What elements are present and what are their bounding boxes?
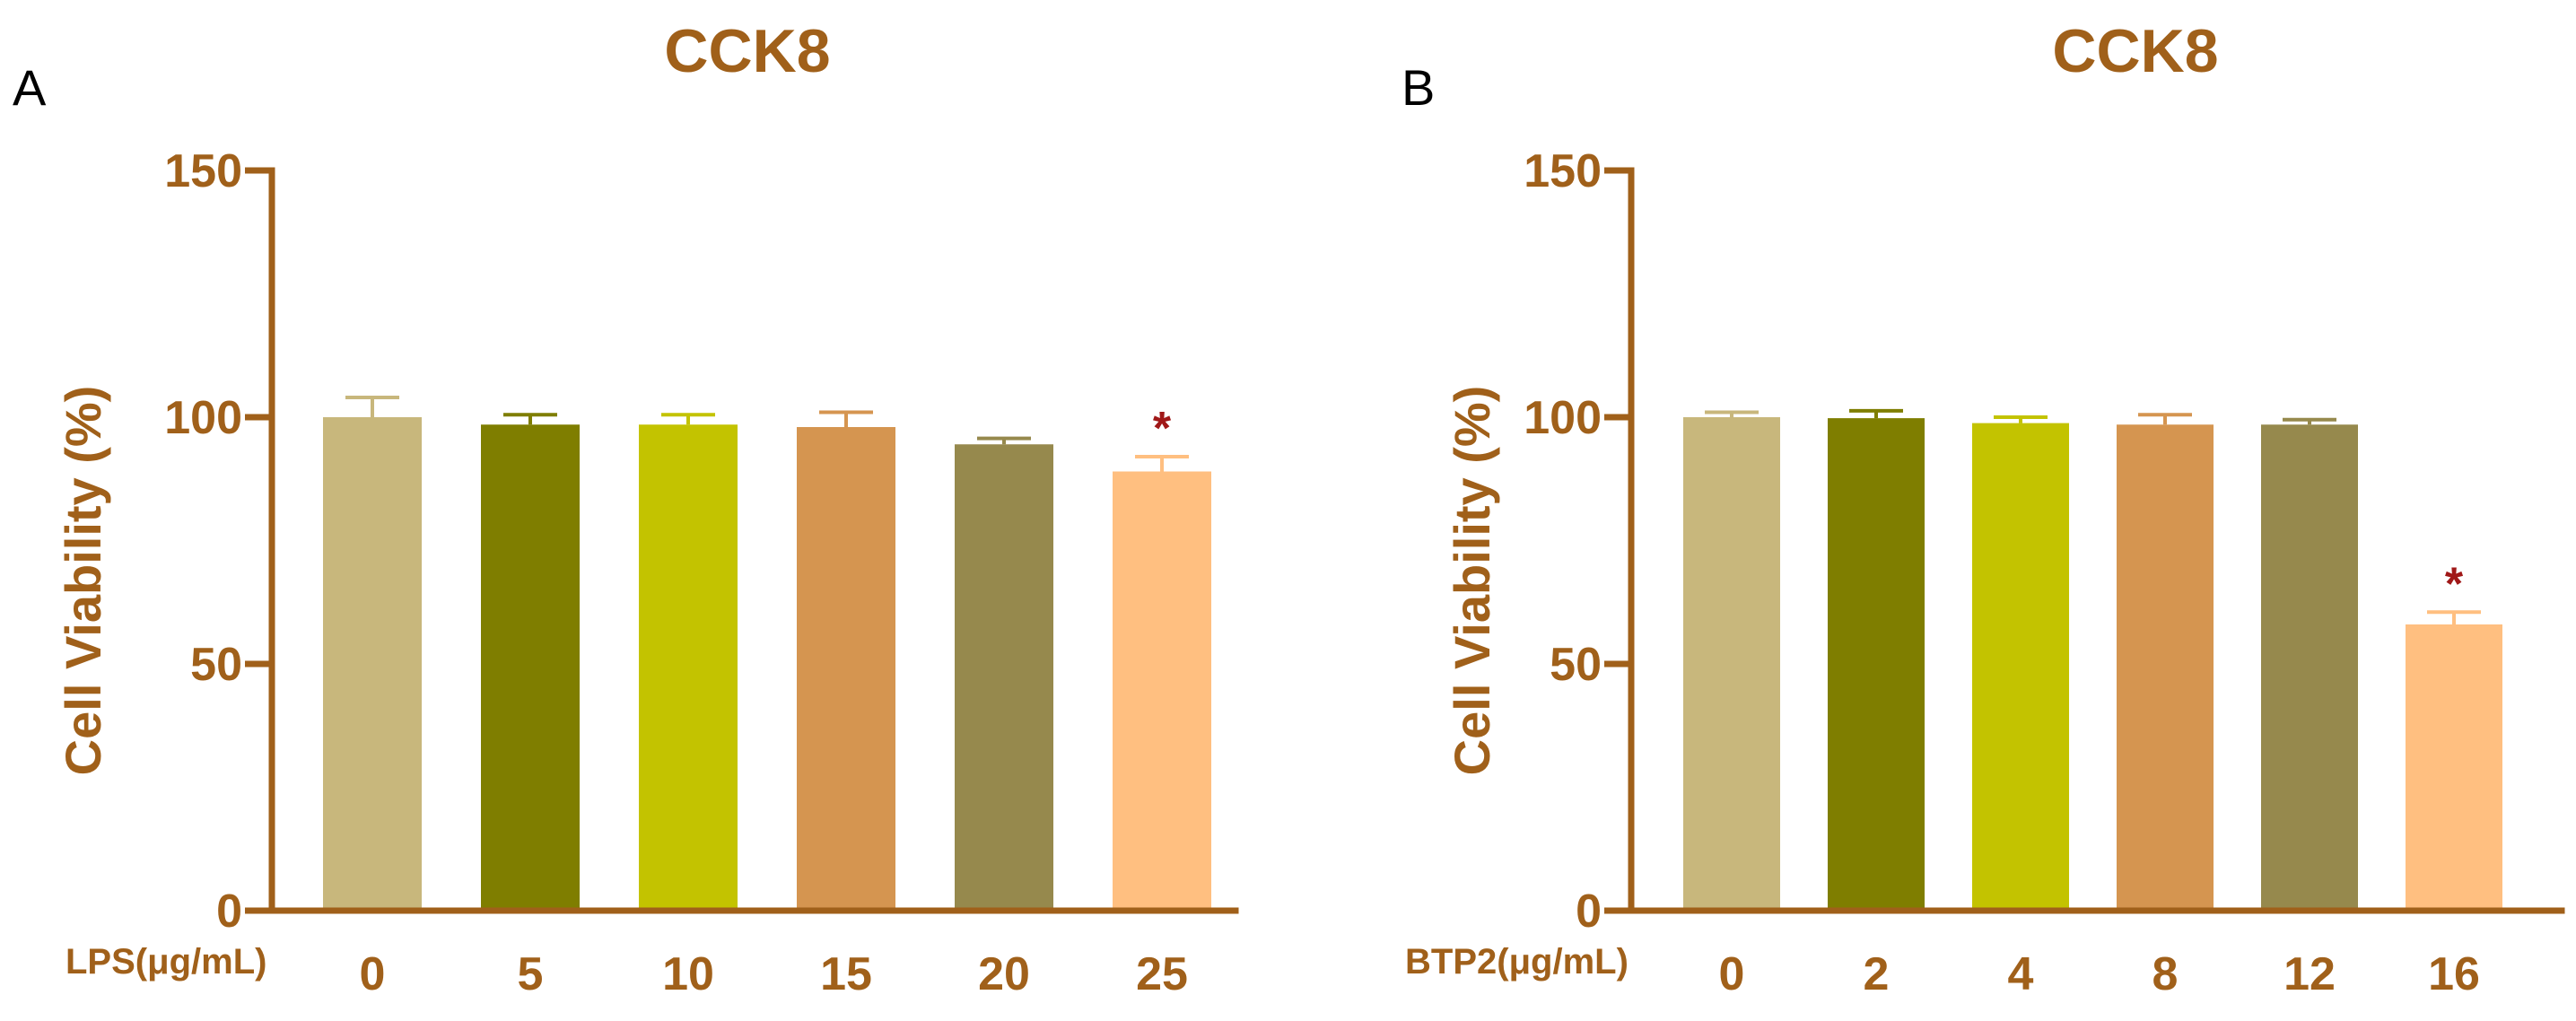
- panel-b-letter: B: [1402, 59, 1435, 116]
- panel-b-error-bar-8: [2138, 413, 2192, 425]
- panel-a-y-axis-label: Cell Viability (%): [55, 386, 111, 776]
- panel-b-x-tick-label-0: 0: [1719, 948, 1745, 1000]
- panel-b-plot: 0 2 4 8 12 * 16 0 50 100 150: [1524, 145, 2565, 1000]
- panel-b-x-tick-label-8: 8: [2152, 948, 2179, 1000]
- panel-b-bar-0: [1683, 417, 1780, 911]
- panel-a-y-tick-label-0: 0: [216, 886, 242, 938]
- panel-a-error-bar-15: [819, 410, 873, 427]
- panel-a-bar-20: [955, 444, 1053, 911]
- panel-b-bar-16: [2406, 624, 2502, 911]
- panel-b-title: CCK8: [2052, 17, 2218, 85]
- panel-b-error-bar-4: [1994, 415, 2048, 423]
- panel-a-x-axis-label: LPS(μg/mL): [65, 942, 266, 982]
- panel-a-x-tick-label-15: 15: [820, 948, 872, 1000]
- panel-b-bar-8: [2117, 424, 2214, 911]
- panel-b-x-tick-label-12: 12: [2283, 948, 2336, 1000]
- panel-b-x-tick-label-16: 16: [2428, 948, 2480, 1000]
- panel-a-x-tick-label-0: 0: [360, 948, 386, 1000]
- panel-b-error-bar-16: [2427, 610, 2481, 624]
- panel-b-y-tick-label-100: 100: [1524, 392, 1602, 444]
- panel-b-x-tick-label-2: 2: [1864, 948, 1890, 1000]
- panel-a-title: CCK8: [664, 17, 830, 85]
- panel-a-bar-25: [1113, 471, 1211, 911]
- panel-b-bar-12: [2261, 424, 2358, 911]
- panel-a-plot: 0 5 10 15 20 * 25 0 50 100 150: [164, 145, 1239, 1000]
- panel-b-y-tick-label-0: 0: [1576, 886, 1602, 938]
- panel-b-y-tick-label-150: 150: [1524, 145, 1602, 197]
- panel-a-error-bar-5: [503, 413, 557, 425]
- panel-a-y-tick-label-150: 150: [164, 145, 242, 197]
- panel-a-y-tick-label-50: 50: [190, 639, 242, 691]
- panel-b-bar-2: [1828, 418, 1925, 912]
- panel-b-x-tick-label-4: 4: [2008, 948, 2034, 1000]
- panel-a-bar-0: [323, 417, 422, 911]
- panel-a-bar-10: [639, 424, 738, 911]
- panel-a-error-bar-0: [345, 396, 399, 417]
- panel-a-x-tick-label-25: 25: [1136, 948, 1188, 1000]
- panel-b-error-bar-0: [1705, 410, 1759, 417]
- panel-a-bar-5: [481, 424, 580, 911]
- panel-b-x-axis-label: BTP2(μg/mL): [1405, 942, 1629, 982]
- panel-a-bar-15: [797, 427, 895, 911]
- panel-a: A CCK8 Cell Viability (%) LPS(μg/mL) 0 5 1…: [13, 17, 1239, 1000]
- panel-b: B CCK8 Cell Viability (%) BTP2(μg/mL) 0 2…: [1402, 17, 2565, 1000]
- panel-b-error-bar-12: [2283, 417, 2336, 425]
- panel-a-x-tick-label-10: 10: [662, 948, 714, 1000]
- panel-a-error-bar-25: [1135, 455, 1189, 472]
- panel-a-significance-marker: *: [1153, 403, 1172, 455]
- panel-b-y-tick-label-50: 50: [1550, 639, 1602, 691]
- panel-a-x-tick-label-5: 5: [518, 948, 544, 1000]
- panel-b-error-bar-2: [1849, 408, 1903, 419]
- panel-b-y-axis-label: Cell Viability (%): [1444, 386, 1500, 776]
- panel-b-significance-marker: *: [2445, 558, 2464, 610]
- panel-a-y-tick-label-100: 100: [164, 392, 242, 444]
- panel-a-error-bar-20: [977, 436, 1031, 445]
- panel-a-letter: A: [13, 59, 47, 116]
- panel-a-x-tick-label-20: 20: [978, 948, 1030, 1000]
- panel-b-bar-4: [1972, 423, 2069, 912]
- panel-a-error-bar-10: [661, 413, 715, 425]
